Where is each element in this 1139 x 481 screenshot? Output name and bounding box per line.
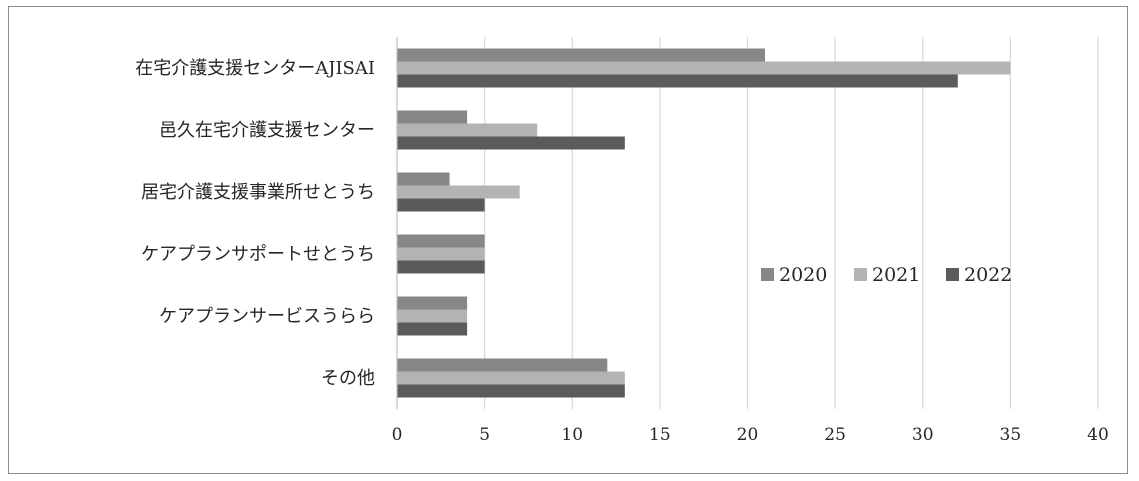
category-label-2: 居宅介護支援事業所せとうち	[141, 182, 375, 203]
bar-2020-5	[397, 358, 608, 372]
bar-2021-3	[397, 247, 485, 261]
bar-2020-4	[397, 296, 468, 310]
legend-swatch-2020	[761, 268, 774, 281]
x-tick-label-35: 35	[1000, 425, 1022, 445]
legend: 2020 2021 2022	[761, 264, 1012, 286]
bar-2022-1	[397, 136, 625, 150]
x-tick-label-5: 5	[479, 425, 490, 445]
bar-2022-3	[397, 260, 485, 274]
bar-2021-4	[397, 309, 468, 323]
category-label-3: ケアプランサポートせとうち	[141, 244, 375, 265]
x-tick-label-20: 20	[737, 425, 759, 445]
bar-2022-5	[397, 384, 625, 398]
legend-label-2020: 2020	[779, 264, 827, 286]
bar-2022-2	[397, 198, 485, 212]
x-tick-label-30: 30	[912, 425, 934, 445]
bar-2021-1	[397, 123, 538, 137]
category-label-5: その他	[321, 368, 375, 389]
bar-2020-2	[397, 172, 450, 186]
bars	[397, 48, 1011, 398]
legend-swatch-2022	[946, 268, 959, 281]
chart-frame: 在宅介護支援センターAJISAI 邑久在宅介護支援センター居宅介護支援事業所せとう…	[8, 6, 1128, 474]
bar-2021-2	[397, 185, 520, 199]
bar-2022-4	[397, 322, 468, 336]
bar-2020-1	[397, 110, 468, 124]
legend-label-2021: 2021	[872, 264, 920, 286]
category-labels: 在宅介護支援センターAJISAI 邑久在宅介護支援センター居宅介護支援事業所せとう…	[135, 58, 375, 389]
bar-2020-0	[397, 48, 766, 62]
legend-swatch-2021	[854, 268, 867, 281]
bar-2021-0	[397, 61, 1011, 75]
bar-2020-3	[397, 234, 485, 248]
legend-label-2022: 2022	[964, 264, 1012, 286]
x-tick-label-25: 25	[824, 425, 846, 445]
x-tick-label-40: 40	[1087, 425, 1109, 445]
category-label-4: ケアプランサービスうらら	[159, 306, 375, 327]
gridlines	[484, 37, 1099, 409]
bar-chart: 在宅介護支援センターAJISAI 邑久在宅介護支援センター居宅介護支援事業所せとう…	[135, 37, 1109, 445]
x-tick-label-10: 10	[561, 425, 583, 445]
x-tick-label-0: 0	[392, 425, 403, 445]
category-label-1: 邑久在宅介護支援センター	[159, 120, 375, 141]
bar-2021-5	[397, 371, 625, 385]
category-label-0: 在宅介護支援センターAJISAI	[135, 58, 375, 79]
x-tick-labels: 0 5 10 15 20 25 30 35 40	[392, 425, 1109, 445]
x-tick-label-15: 15	[649, 425, 671, 445]
bar-2022-0	[397, 74, 958, 88]
